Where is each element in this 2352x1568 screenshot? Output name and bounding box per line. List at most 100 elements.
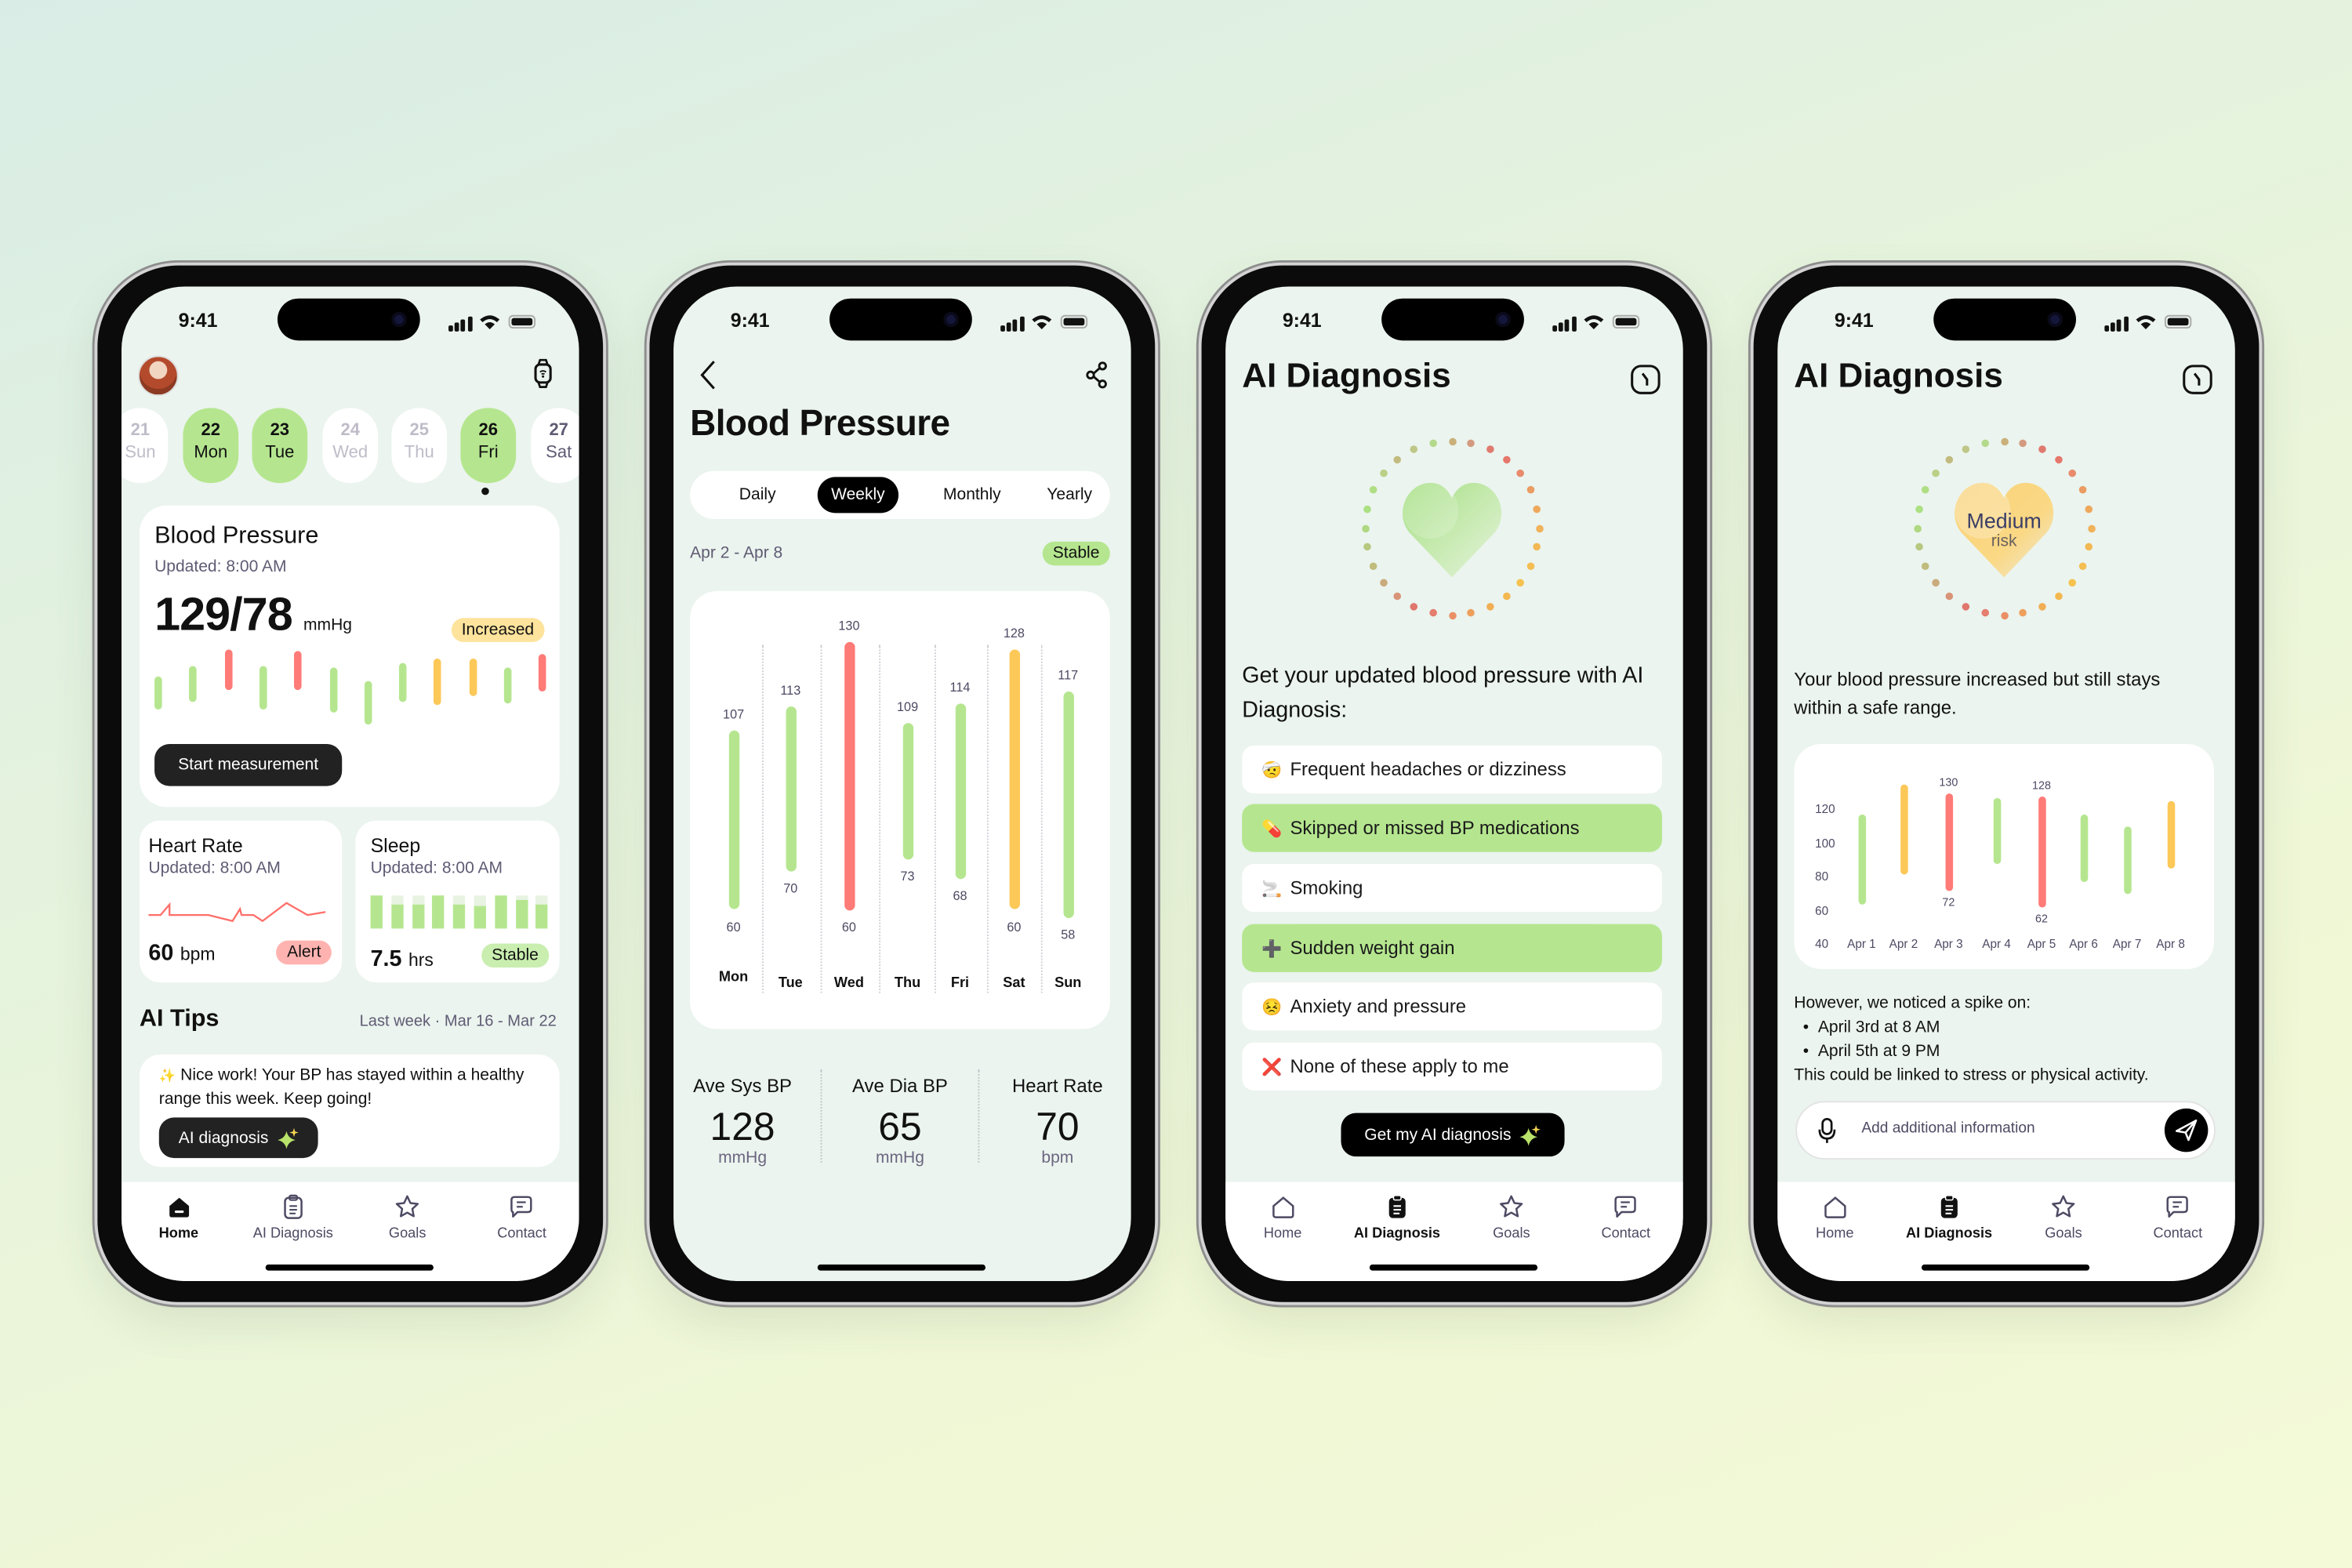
date-day: 24 [340, 421, 360, 440]
date-pill-26[interactable]: 26 Fri [460, 408, 517, 484]
stat-divider [978, 1069, 980, 1163]
tab-ai-diagnosis[interactable]: AI Diagnosis [236, 1182, 350, 1281]
tab-goals[interactable]: Goals [1454, 1182, 1569, 1281]
sleep-bar-fill [370, 895, 383, 929]
option-icon: 🚬 [1261, 880, 1283, 898]
symptom-option[interactable]: 💊 Skipped or missed BP medications [1242, 804, 1662, 852]
date-pill-27[interactable]: 27 Sat [531, 408, 579, 484]
ring-dot [1516, 578, 1524, 586]
chat-icon [2167, 1196, 2189, 1218]
tab-ai-diagnosis[interactable]: AI Diagnosis [1892, 1182, 2006, 1281]
date-pill-25[interactable]: 25 Thu [391, 408, 448, 484]
clipboard-icon [1940, 1195, 1958, 1218]
date-weekday: Thu [404, 444, 434, 463]
tab-label: Goals [388, 1225, 426, 1243]
symptom-option[interactable]: 😣 Anxiety and pressure [1242, 982, 1662, 1031]
ring-dot [1516, 470, 1524, 478]
tab-label: Home [1815, 1225, 1854, 1243]
tab-contact[interactable]: Contact [465, 1182, 579, 1281]
star-icon [2052, 1195, 2075, 1218]
x-tick-label: Apr 7 [2112, 937, 2142, 952]
ring-dot [1533, 505, 1541, 513]
ring-dot [1428, 608, 1437, 617]
start-measurement-button[interactable]: Start measurement [154, 743, 343, 786]
tab-weekly[interactable]: Weekly [817, 477, 899, 514]
ring-dot [1380, 578, 1388, 586]
tab-contact[interactable]: Contact [1569, 1182, 1683, 1281]
ring-dot [1380, 470, 1388, 478]
page-title: AI Diagnosis [1242, 355, 1451, 395]
date-pill-24[interactable]: 24 Wed [322, 408, 379, 484]
tab-goals[interactable]: Goals [350, 1182, 465, 1281]
smartwatch-icon[interactable] [532, 358, 554, 388]
date-weekday: Fri [477, 444, 499, 463]
bottom-tab-bar: Home AI Diagnosis Goals Contact [121, 1181, 579, 1281]
signal-icon [448, 316, 473, 332]
card-title: Heart Rate [148, 833, 243, 857]
avatar[interactable] [138, 355, 179, 397]
phone-ai-result: AI Diagnosis Medium risk Your blood pres… [1753, 265, 2259, 1302]
tab-home[interactable]: Home [1225, 1182, 1340, 1281]
get-ai-diagnosis-button[interactable]: Get my AI diagnosis [1341, 1112, 1565, 1157]
history-icon[interactable] [1631, 365, 1661, 394]
heart-rate-card[interactable]: Heart Rate Updated: 8:00 AM 60 bpm Alert [139, 820, 343, 983]
tab-daily[interactable]: Daily [739, 485, 776, 504]
additional-info-input[interactable]: Add additional information [1795, 1101, 2216, 1160]
ring-dot [1486, 602, 1494, 611]
diastolic-label: 60 [726, 918, 741, 935]
history-icon[interactable] [2183, 365, 2212, 394]
diastolic-label: 58 [1061, 926, 1076, 942]
sleep-bar [474, 895, 486, 929]
systolic-label: 113 [780, 683, 801, 699]
date-pill-23[interactable]: 23 Tue [252, 408, 308, 484]
diastolic-label: 70 [783, 880, 798, 896]
day-label: Thu [894, 975, 921, 992]
send-button[interactable] [2164, 1108, 2209, 1152]
signal-icon [1552, 316, 1577, 332]
microphone-icon[interactable] [1818, 1117, 1836, 1144]
date-day: 23 [270, 421, 290, 440]
ai-tips-period: Last week · Mar 16 - Mar 22 [359, 1012, 557, 1031]
back-chevron-icon[interactable] [699, 360, 717, 390]
option-label: Sudden weight gain [1290, 937, 1455, 959]
symptom-option[interactable]: 🚬 Smoking [1242, 864, 1662, 913]
sparkle-icon: ✨ [158, 1068, 176, 1083]
symptom-option[interactable]: ❌ None of these apply to me [1242, 1042, 1662, 1091]
blood-pressure-card[interactable]: Blood Pressure Updated: 8:00 AM 129/78 m… [139, 505, 560, 808]
tab-ai-diagnosis[interactable]: AI Diagnosis [1340, 1182, 1454, 1281]
bp-range-bar [1008, 649, 1020, 910]
dynamic-island [1381, 298, 1524, 341]
stat-divider [820, 1069, 822, 1163]
bp-mini-bar [189, 666, 198, 702]
bp-mini-bar [539, 654, 547, 692]
ring-dot [2020, 439, 2027, 448]
period-segmented-control: Daily Weekly Monthly Yearly [690, 470, 1110, 520]
home-icon [1272, 1196, 1294, 1218]
ring-dot [1394, 456, 1402, 464]
tab-yearly[interactable]: Yearly [1047, 485, 1093, 504]
tab-monthly[interactable]: Monthly [942, 485, 1001, 504]
sleep-bar-fill [474, 905, 486, 929]
selected-date-dot [481, 487, 489, 495]
grid-line [878, 644, 880, 993]
stat-value: 70 [1036, 1104, 1080, 1149]
ring-dot [1526, 561, 1534, 570]
date-pill-21[interactable]: 21 Sun [121, 408, 169, 484]
share-icon[interactable] [1086, 361, 1107, 389]
ai-result-screen: AI Diagnosis Medium risk Your blood pres… [1777, 286, 2235, 1281]
symptom-option[interactable]: ➕ Sudden weight gain [1242, 924, 1662, 972]
battery-icon [1060, 314, 1088, 329]
tab-home[interactable]: Home [122, 1182, 236, 1281]
updated-time: Updated: 8:00 AM [154, 557, 287, 576]
tab-contact[interactable]: Contact [2121, 1182, 2235, 1281]
tab-home[interactable]: Home [1777, 1182, 1892, 1281]
tab-goals[interactable]: Goals [2006, 1182, 2121, 1281]
date-pill-22[interactable]: 22 Mon [183, 408, 239, 484]
bp-range-bar [2038, 796, 2045, 909]
x-tick-label: Apr 6 [2069, 937, 2098, 952]
symptom-option[interactable]: 🤕 Frequent headaches or dizziness [1242, 745, 1662, 794]
ai-diagnosis-button[interactable]: AI diagnosis [158, 1117, 318, 1159]
signal-icon [2104, 316, 2129, 332]
stat-label: Heart Rate [1012, 1075, 1103, 1097]
sleep-card[interactable]: Sleep Updated: 8:00 AM 7.5 hrs Stable [355, 820, 560, 983]
